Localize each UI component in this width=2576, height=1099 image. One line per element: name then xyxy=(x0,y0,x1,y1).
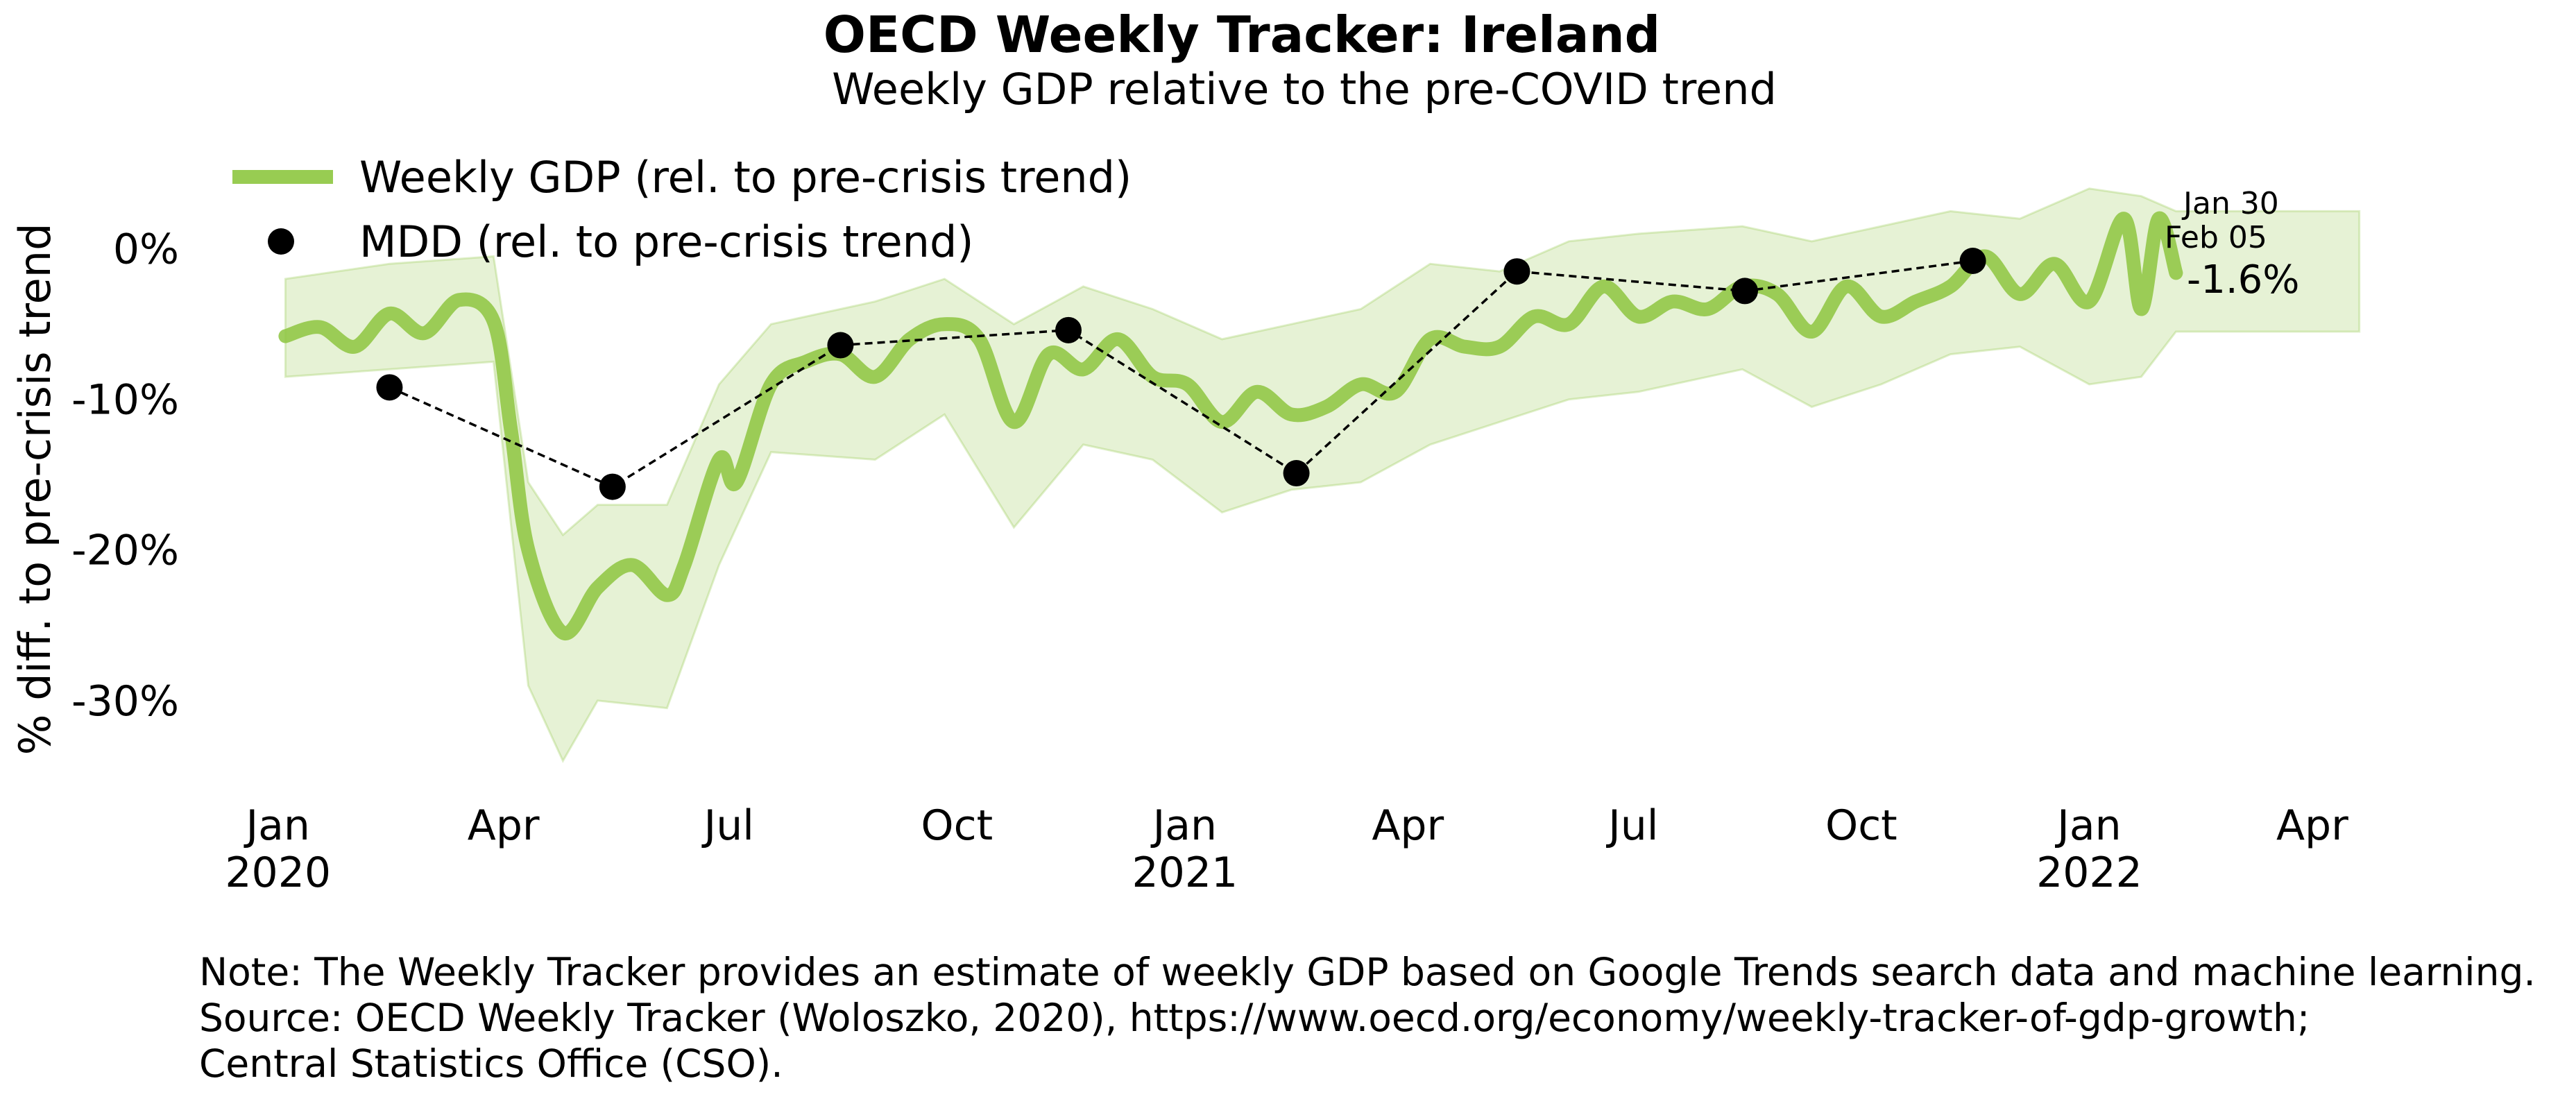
x-tick-label: Jan xyxy=(1150,801,1218,850)
x-tick-label: Oct xyxy=(1825,801,1897,850)
x-tick-year-label: 2020 xyxy=(225,849,331,897)
y-tick-label: -30% xyxy=(71,677,179,726)
annotation-date-1: Jan 30 xyxy=(2181,186,2279,221)
mdd-point xyxy=(376,374,403,401)
chart-title: OECD Weekly Tracker: Ireland xyxy=(824,6,1660,64)
note-source-line: Source: OECD Weekly Tracker (Woloszko, 2… xyxy=(199,996,2310,1040)
annotation-date-2: Feb 05 xyxy=(2165,220,2267,255)
mdd-point xyxy=(1283,460,1310,487)
y-ticks: 0% -10% -20% -30% xyxy=(71,225,179,726)
note-line-1: Note: The Weekly Tracker provides an est… xyxy=(199,950,2536,994)
x-tick-label: Apr xyxy=(468,801,540,850)
mdd-point xyxy=(827,332,854,359)
mdd-point xyxy=(1732,278,1758,305)
y-axis-label: % diff. to pre-crisis trend xyxy=(10,223,60,756)
x-tick-label: Oct xyxy=(921,801,993,850)
x-tick-label: Jan xyxy=(2054,801,2122,850)
chart-subtitle: Weekly GDP relative to the pre-COVID tre… xyxy=(832,64,1777,114)
y-tick-label: -10% xyxy=(71,376,179,425)
mdd-point xyxy=(1503,258,1530,285)
x-tick-year-label: 2022 xyxy=(2036,849,2142,897)
legend-mdd-marker xyxy=(268,228,294,255)
x-tick-label: Apr xyxy=(2276,801,2348,850)
x-tick-year-label: 2021 xyxy=(1132,849,1238,897)
mdd-points xyxy=(376,248,1986,500)
x-tick-label: Jul xyxy=(701,801,754,850)
legend-mdd-label: MDD (rel. to pre-crisis trend) xyxy=(359,216,974,267)
annotation-last-value: -1.6% xyxy=(2187,257,2299,303)
mdd-dashed-line xyxy=(389,259,1973,488)
legend-gdp-label: Weekly GDP (rel. to pre-crisis trend) xyxy=(359,152,1132,203)
uncertainty-band xyxy=(284,187,2361,763)
mdd-point xyxy=(1055,316,1082,343)
mdd-point xyxy=(1959,248,1986,274)
chart-note: Note: The Weekly Tracker provides an est… xyxy=(199,949,2572,1087)
mdd-point xyxy=(599,473,626,500)
legend: Weekly GDP (rel. to pre-crisis trend) MD… xyxy=(232,152,1132,267)
note-source-line-2: Central Statistics Office (CSO). xyxy=(199,1041,783,1086)
x-tick-label: Apr xyxy=(1372,801,1444,850)
y-tick-label: -20% xyxy=(71,527,179,575)
weekly-gdp-line xyxy=(278,211,2183,640)
x-tick-label: Jan xyxy=(243,801,310,850)
y-tick-label: 0% xyxy=(113,225,179,274)
x-tick-label: Jul xyxy=(1605,801,1658,850)
